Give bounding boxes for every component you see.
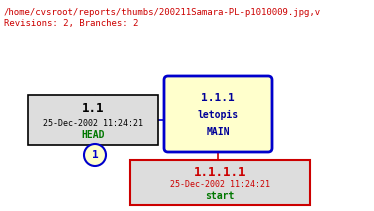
Text: 1.1.1: 1.1.1: [201, 93, 235, 103]
FancyBboxPatch shape: [28, 95, 158, 145]
Text: 1.1: 1.1: [82, 103, 104, 115]
Text: /home/cvsroot/reports/thumbs/200211Samara-PL-p1010009.jpg,v: /home/cvsroot/reports/thumbs/200211Samar…: [4, 8, 321, 17]
Text: start: start: [205, 191, 235, 201]
Text: HEAD: HEAD: [81, 130, 105, 140]
Text: 25-Dec-2002 11:24:21: 25-Dec-2002 11:24:21: [43, 119, 143, 127]
Circle shape: [84, 144, 106, 166]
Text: 25-Dec-2002 11:24:21: 25-Dec-2002 11:24:21: [170, 180, 270, 189]
FancyBboxPatch shape: [130, 160, 310, 205]
FancyBboxPatch shape: [164, 76, 272, 152]
Text: 1.1.1.1: 1.1.1.1: [194, 166, 246, 179]
Text: 1: 1: [92, 150, 98, 160]
Text: letopis: letopis: [197, 110, 239, 120]
Text: MAIN: MAIN: [206, 127, 230, 137]
Text: Revisions: 2, Branches: 2: Revisions: 2, Branches: 2: [4, 19, 138, 28]
